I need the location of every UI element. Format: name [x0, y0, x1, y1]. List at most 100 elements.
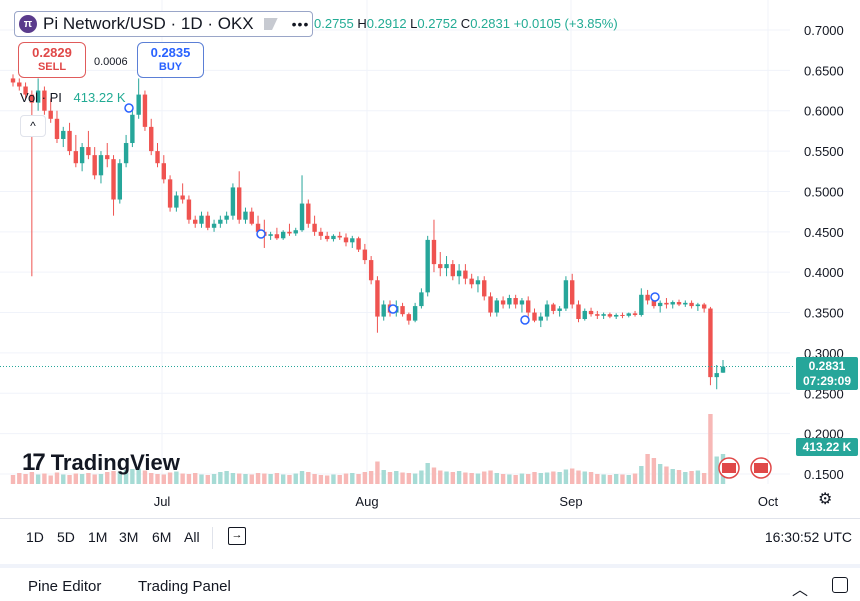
buy-button[interactable]: 0.2835 BUY: [137, 42, 204, 78]
volume-legend[interactable]: Vol · PI 413.22 K: [20, 90, 126, 105]
open-value: 0.2755: [314, 16, 354, 31]
candle-body: [469, 278, 474, 285]
candle-body: [73, 151, 79, 164]
candle-body: [312, 223, 317, 232]
candle-body: [167, 179, 173, 208]
volume-bar: [243, 474, 248, 484]
volume-bar: [670, 469, 675, 484]
volume-bar: [218, 472, 223, 484]
candle-body: [17, 82, 22, 87]
utc-clock[interactable]: 16:30:52 UTC: [764, 529, 852, 545]
volume-bar: [86, 473, 91, 484]
volume-bar: [456, 471, 462, 484]
candle-body: [438, 264, 443, 269]
candle-body: [274, 234, 280, 239]
volume-bar: [274, 473, 280, 484]
chart-area[interactable]: 0.7000 0.6500 0.6000 0.5500 0.5000 0.4500 0.40…: [0, 0, 860, 512]
candlestick-chart[interactable]: 0.7000 0.6500 0.6000 0.5500 0.5000 0.4500 0.40…: [0, 0, 860, 512]
price-tick-label: 0.6500: [804, 63, 844, 78]
chevron-up-icon: ^: [30, 119, 36, 133]
candle-body: [224, 215, 229, 220]
candle-body: [86, 147, 91, 156]
candle-body: [205, 215, 210, 228]
volume-bar: [23, 474, 28, 484]
chevron-up-icon[interactable]: ︿: [792, 582, 809, 599]
range-3m-button[interactable]: 3M: [119, 529, 139, 545]
volume-bar: [61, 474, 66, 484]
candle-body: [406, 314, 412, 321]
candle-body: [362, 249, 368, 261]
volume-bar: [419, 470, 424, 484]
volume-bar: [123, 470, 129, 484]
candle-body: [356, 238, 361, 250]
change-value: +0.0105 (+3.85%): [513, 16, 618, 31]
volume-bar: [438, 470, 443, 484]
price-tick-label: 0.4500: [804, 225, 844, 240]
candle-body: [61, 130, 66, 139]
volume-bar: [211, 474, 217, 484]
more-options-icon[interactable]: •••: [291, 16, 310, 32]
candle-body: [293, 230, 298, 234]
range-6m-button[interactable]: 6M: [152, 529, 172, 545]
bar-countdown: 07:29:09: [802, 374, 852, 388]
candle-body: [720, 366, 726, 373]
candle-body: [117, 163, 123, 200]
sell-button[interactable]: 0.2829 SELL: [18, 42, 86, 78]
volume-bar: [249, 474, 254, 484]
candle-body: [507, 298, 512, 305]
pine-editor-tab[interactable]: Pine Editor: [28, 578, 102, 595]
candle-body: [29, 94, 35, 103]
trading-panel-tab[interactable]: Trading Panel: [138, 578, 231, 595]
price-tick-label: 0.7000: [804, 23, 844, 38]
range-all-button[interactable]: All: [184, 529, 200, 545]
volume-bar: [588, 472, 594, 484]
time-tick-label: Jul: [154, 494, 171, 509]
spread-value: 0.0006: [94, 56, 128, 68]
volume-bar: [463, 472, 468, 484]
candle-body: [450, 264, 456, 277]
candle-body: [375, 280, 380, 317]
event-marker-icon: [650, 292, 660, 302]
flag-icon[interactable]: [263, 18, 278, 30]
range-1m-button[interactable]: 1M: [88, 529, 108, 545]
volume-bar: [337, 475, 342, 484]
range-1d-button[interactable]: 1D: [26, 529, 44, 545]
candle-body: [657, 302, 663, 307]
candle-body: [42, 90, 47, 111]
volume-bar: [689, 471, 694, 484]
close-value: 0.2831: [470, 16, 510, 31]
volume-bar: [280, 474, 286, 484]
volume-bar: [67, 475, 72, 484]
candle-body: [193, 219, 198, 224]
maximize-panel-icon[interactable]: [832, 577, 848, 593]
candle-body: [136, 94, 141, 115]
candle-body: [601, 314, 606, 316]
price-tick-label: 0.3500: [804, 306, 844, 321]
volume-bar: [42, 473, 47, 484]
go-to-date-calendar-icon[interactable]: →: [228, 527, 246, 545]
volume-bar: [230, 473, 236, 484]
candle-body: [268, 234, 273, 236]
volume-bar: [494, 473, 500, 484]
tradingview-wordmark: TradingView: [50, 450, 180, 475]
volume-bar: [255, 473, 261, 484]
volume-scale-label: 413.22 K: [796, 438, 858, 456]
range-5d-button[interactable]: 5D: [57, 529, 75, 545]
symbol-title[interactable]: Pi Network/USD · 1D · OKX: [43, 14, 254, 33]
candle-body: [714, 373, 719, 378]
volume-bar: [105, 472, 110, 484]
candle-body: [249, 211, 254, 224]
volume-bar: [155, 474, 160, 484]
volume-bar: [111, 471, 116, 484]
chart-settings-icon[interactable]: ⚙: [818, 491, 833, 508]
volume-bar: [400, 472, 405, 484]
candle-body: [475, 280, 481, 285]
candle-body: [676, 302, 682, 305]
candle-body: [570, 280, 575, 305]
candle-body: [161, 163, 166, 180]
candle-body: [645, 294, 650, 301]
candle-body: [280, 231, 286, 239]
symbol-selector[interactable]: π Pi Network/USD · 1D · OKX •••: [14, 11, 313, 37]
collapse-legend-button[interactable]: ^: [20, 115, 46, 137]
volume-bar: [601, 474, 606, 484]
